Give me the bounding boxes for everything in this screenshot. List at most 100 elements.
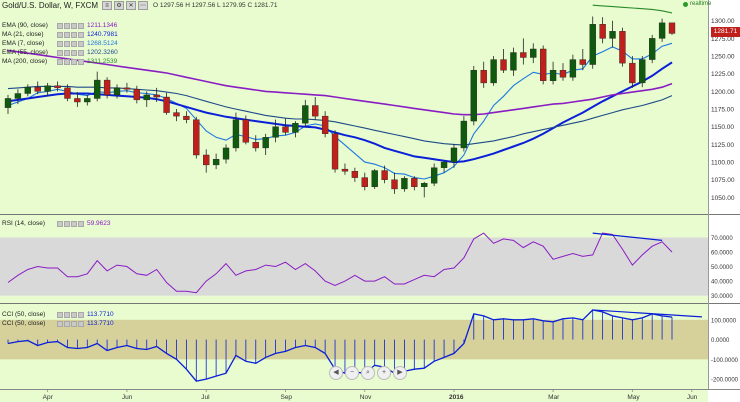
- candle-body: [649, 38, 656, 60]
- legend-label: CCI (50, close): [2, 311, 46, 318]
- candle-body: [14, 93, 22, 99]
- cci-band: [0, 319, 708, 360]
- legend-label: EMA (7, close): [2, 40, 45, 47]
- legend-buttons[interactable]: [57, 40, 84, 47]
- gear-icon[interactable]: ⚙: [114, 1, 125, 10]
- time-tick-label: Jun: [122, 394, 133, 401]
- legend-buttons[interactable]: [57, 49, 84, 56]
- legend-buttons[interactable]: [57, 311, 84, 318]
- realtime-label: realtime: [690, 1, 712, 7]
- legend-row-rsi[interactable]: RSI (14, close) 59.9623: [2, 219, 111, 228]
- legend-buttons[interactable]: [57, 220, 84, 227]
- rsi-band: [0, 237, 708, 296]
- candle-body: [252, 142, 259, 149]
- candle-body: [629, 62, 636, 84]
- candle-body: [401, 178, 408, 190]
- main-panel[interactable]: [4, 4, 676, 198]
- legend-value: 1202.3260: [87, 49, 118, 56]
- legend-label: EMA (90, close): [2, 22, 48, 29]
- candle-body: [84, 98, 91, 103]
- candle-body: [421, 183, 428, 187]
- candle-body: [589, 24, 596, 65]
- candle-body: [163, 96, 170, 113]
- candle-body: [450, 147, 458, 163]
- legend-row-cci[interactable]: CCI (50, close) 113.7710: [2, 310, 114, 319]
- scroll-right-button[interactable]: ▶: [393, 366, 407, 380]
- time-tick-label: Jul: [201, 394, 210, 401]
- candle-body: [123, 87, 131, 90]
- candle-body: [103, 79, 111, 96]
- price-tick-label: 1100.00: [711, 160, 734, 167]
- candle-body: [143, 94, 150, 101]
- candle-body: [203, 154, 210, 166]
- legend-value: 1311.2539: [87, 58, 118, 65]
- time-tick-label: Mar: [548, 394, 560, 401]
- candle-body: [321, 115, 329, 134]
- legend-row-ema55[interactable]: EMA (55, close) 1202.3260: [2, 48, 118, 57]
- zoom-out-button[interactable]: −: [345, 366, 359, 380]
- zoom-in-button[interactable]: +: [377, 366, 391, 380]
- time-tick-label: 2016: [449, 394, 464, 401]
- cci-panel[interactable]: [7, 309, 702, 382]
- ohlc-readout: O 1297.56 H 1297.56 L 1279.95 C 1281.71: [153, 2, 278, 9]
- candle-body: [569, 59, 577, 78]
- axis-labels: 1300.00 1275.00 1250.00 1225.00 1200.00 1175.…: [43, 18, 739, 401]
- price-tick-label: 1075.00: [711, 177, 735, 184]
- candle-body: [44, 85, 51, 92]
- rsi-legend: RSI (14, close) 59.9623: [2, 219, 111, 228]
- legend-buttons[interactable]: [57, 58, 84, 65]
- candle-body: [470, 69, 477, 122]
- legend-row-cci[interactable]: CCI (50, close) 113.7710: [2, 319, 114, 328]
- reset-zoom-button[interactable]: ⌕: [361, 366, 375, 380]
- legend-row-ema7[interactable]: EMA (7, close) 1268.5124: [2, 39, 118, 48]
- candle-body: [232, 119, 240, 149]
- candle-body: [242, 119, 250, 143]
- menu-icon[interactable]: ≡: [102, 1, 113, 10]
- price-tick-label: 1050.00: [711, 195, 735, 202]
- time-tick-label: May: [627, 394, 640, 401]
- scroll-left-button[interactable]: ◀: [329, 366, 343, 380]
- legend-value: 113.7710: [87, 311, 114, 318]
- legend-row-ma21[interactable]: MA (21, close) 1240.7981: [2, 30, 118, 39]
- legend-label: RSI (14, close): [2, 220, 45, 227]
- legend-label: CCI (50, close): [2, 320, 46, 327]
- candle-body: [371, 170, 378, 187]
- legend-buttons[interactable]: [57, 22, 84, 29]
- price-tick-label: 1250.00: [711, 54, 735, 61]
- candle-body: [639, 59, 646, 84]
- candle-body: [520, 52, 527, 58]
- candle-body: [302, 105, 309, 124]
- legend-value: 59.9623: [87, 220, 111, 227]
- legend-buttons[interactable]: [57, 31, 84, 38]
- candle-body: [133, 89, 141, 101]
- more-icon[interactable]: ⋯: [138, 1, 149, 10]
- candle-body: [64, 87, 71, 99]
- candle-body: [282, 126, 289, 133]
- candle-body: [193, 119, 200, 156]
- close-icon[interactable]: ✕: [126, 1, 137, 10]
- candle-body: [658, 22, 666, 39]
- candle-body: [173, 112, 180, 117]
- candle-body: [579, 59, 586, 65]
- candle-body: [609, 31, 616, 39]
- time-tick-label: Jun: [687, 394, 698, 401]
- legend-row-ema90[interactable]: EMA (90, close) 1211.1346: [2, 21, 118, 30]
- time-tick-label: Nov: [360, 394, 372, 401]
- legend-row-ma200[interactable]: MA (200, close) 1311.2539: [2, 57, 118, 66]
- candle-body: [341, 168, 349, 172]
- rsi-tick-label: 40.0000: [711, 280, 733, 286]
- price-tick-label: 1225.00: [711, 71, 735, 78]
- candle-body: [510, 52, 517, 71]
- rsi-tick-label: 70.0000: [711, 236, 733, 242]
- rsi-panel[interactable]: [7, 232, 673, 294]
- candle-body: [460, 120, 468, 149]
- candle-body: [668, 22, 676, 34]
- candle-body: [4, 98, 12, 108]
- legend-buttons[interactable]: [57, 320, 84, 327]
- legend-label: MA (21, close): [2, 31, 44, 38]
- rsi-tick-label: 60.0000: [711, 251, 733, 257]
- rsi-line: [7, 232, 673, 294]
- candle-body: [361, 177, 368, 187]
- legend-value: 1268.5124: [87, 40, 118, 47]
- candle-body: [559, 69, 567, 78]
